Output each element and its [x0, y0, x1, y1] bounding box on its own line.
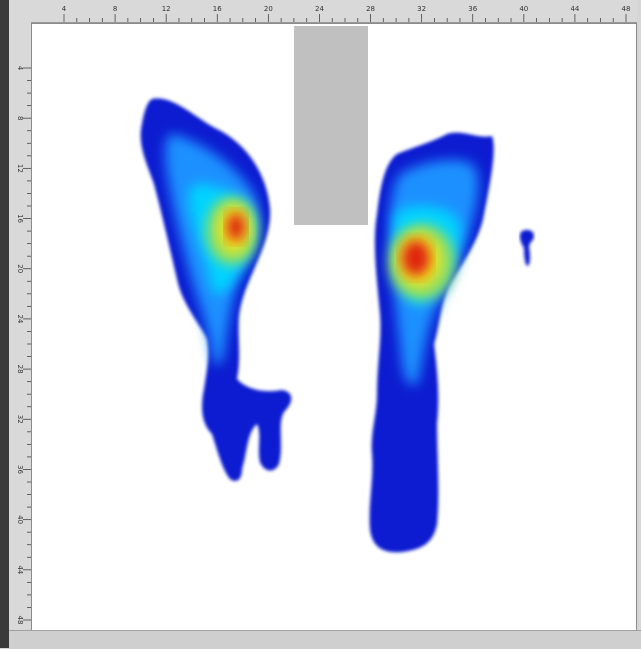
left-ruler-label: 24 — [16, 314, 24, 323]
masked-region — [294, 26, 368, 225]
top-ruler: 4 8 12 16 20 24 28 32 36 40 44 48 — [31, 0, 637, 23]
top-ruler-label: 12 — [162, 5, 171, 13]
pressure-map-canvas[interactable] — [31, 23, 637, 631]
left-ruler-label: 36 — [16, 465, 24, 474]
right-foot-heat-blob — [369, 132, 494, 553]
top-ruler-label: 4 — [62, 5, 67, 13]
left-ruler-label: 8 — [16, 116, 24, 120]
left-ruler-label: 20 — [16, 264, 24, 273]
ruler-corner — [9, 0, 31, 22]
top-ruler-label: 44 — [570, 5, 579, 13]
top-ruler-label: 8 — [113, 5, 117, 13]
left-ruler-label: 32 — [16, 415, 24, 424]
left-ruler: 4 8 12 16 20 24 28 32 36 40 44 48 — [9, 22, 32, 636]
top-ruler-label: 40 — [519, 5, 528, 13]
top-ruler-label: 48 — [622, 5, 631, 13]
left-ruler-label: 48 — [16, 616, 24, 625]
left-ruler-label: 4 — [16, 66, 24, 71]
top-ruler-label: 16 — [213, 5, 222, 13]
top-ruler-label: 20 — [264, 5, 273, 13]
top-ruler-label: 28 — [366, 5, 375, 13]
window-left-edge — [0, 0, 9, 648]
left-foot-heat-blob — [140, 98, 292, 481]
left-ruler-label: 12 — [16, 164, 24, 173]
left-ruler-label: 28 — [16, 365, 24, 374]
pressure-map-svg — [140, 26, 534, 553]
small-heat-spot — [519, 229, 534, 266]
top-ruler-label: 24 — [315, 5, 324, 13]
top-ruler-label: 32 — [417, 5, 426, 13]
left-ruler-label: 44 — [16, 565, 24, 574]
top-ruler-label: 36 — [468, 5, 477, 13]
left-ruler-label: 16 — [16, 214, 24, 223]
left-ruler-label: 40 — [16, 515, 24, 524]
top-ruler-ticks: 4 8 12 16 20 24 28 32 36 40 44 48 — [62, 5, 631, 22]
status-bar — [9, 630, 641, 649]
